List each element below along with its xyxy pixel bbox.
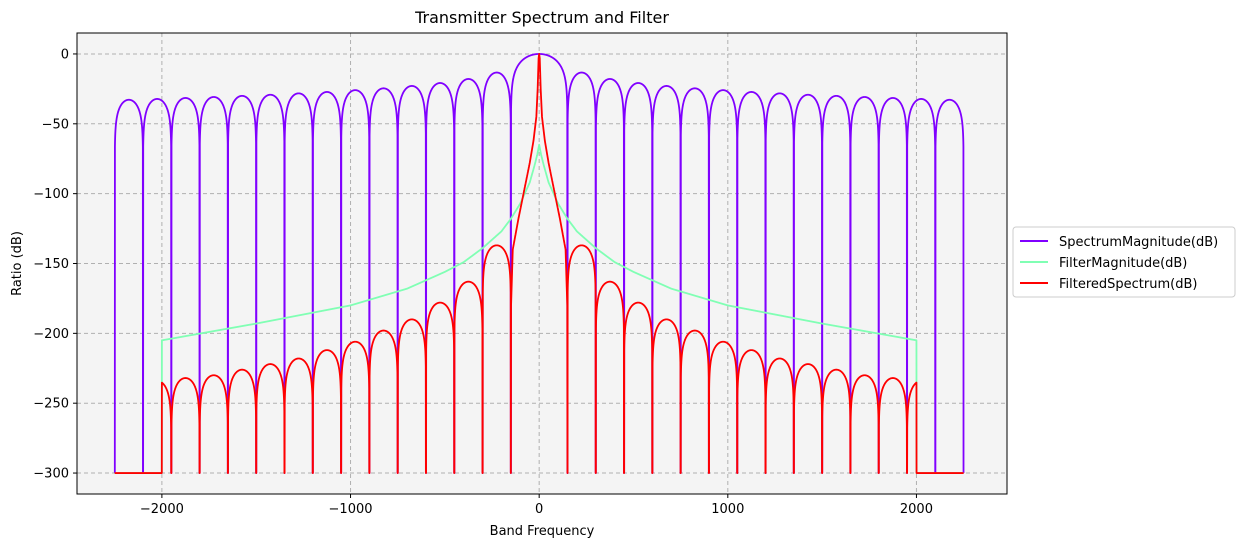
chart-title: Transmitter Spectrum and Filter <box>414 8 669 27</box>
legend-box <box>1012 226 1236 298</box>
y-tick-label: −250 <box>33 397 69 412</box>
x-axis-title: Band Frequency <box>490 524 595 539</box>
x-tick-label: −1000 <box>329 502 373 517</box>
axis-ticks: −2000 −1000 0 1000 2000 0 −50 −100 −150 −200 −250 −… <box>33 47 933 517</box>
series-line-2 <box>113 143 965 474</box>
y-tick-label: −200 <box>33 327 69 342</box>
legend: SpectrumMagnitude(dB) FilterMagnitude(dB)… <box>1012 226 1236 298</box>
legend-label: FilterMagnitude(dB) <box>1059 256 1187 271</box>
series-line-3 <box>113 53 965 474</box>
y-tick-label: −300 <box>33 467 69 482</box>
x-tick-label: 1000 <box>711 502 744 517</box>
y-tick-label: 0 <box>61 47 69 62</box>
legend-label: SpectrumMagnitude(dB) <box>1059 235 1218 250</box>
x-tick-label: −2000 <box>140 502 184 517</box>
legend-label: FilteredSpectrum(dB) <box>1059 277 1197 292</box>
x-tick-label: 2000 <box>900 502 933 517</box>
y-axis-title: Ratio (dB) <box>10 231 25 296</box>
y-tick-label: −100 <box>33 187 69 202</box>
series-lines <box>113 53 965 474</box>
y-tick-label: −150 <box>33 257 69 272</box>
x-tick-label: 0 <box>535 502 543 517</box>
y-tick-label: −50 <box>42 117 69 132</box>
